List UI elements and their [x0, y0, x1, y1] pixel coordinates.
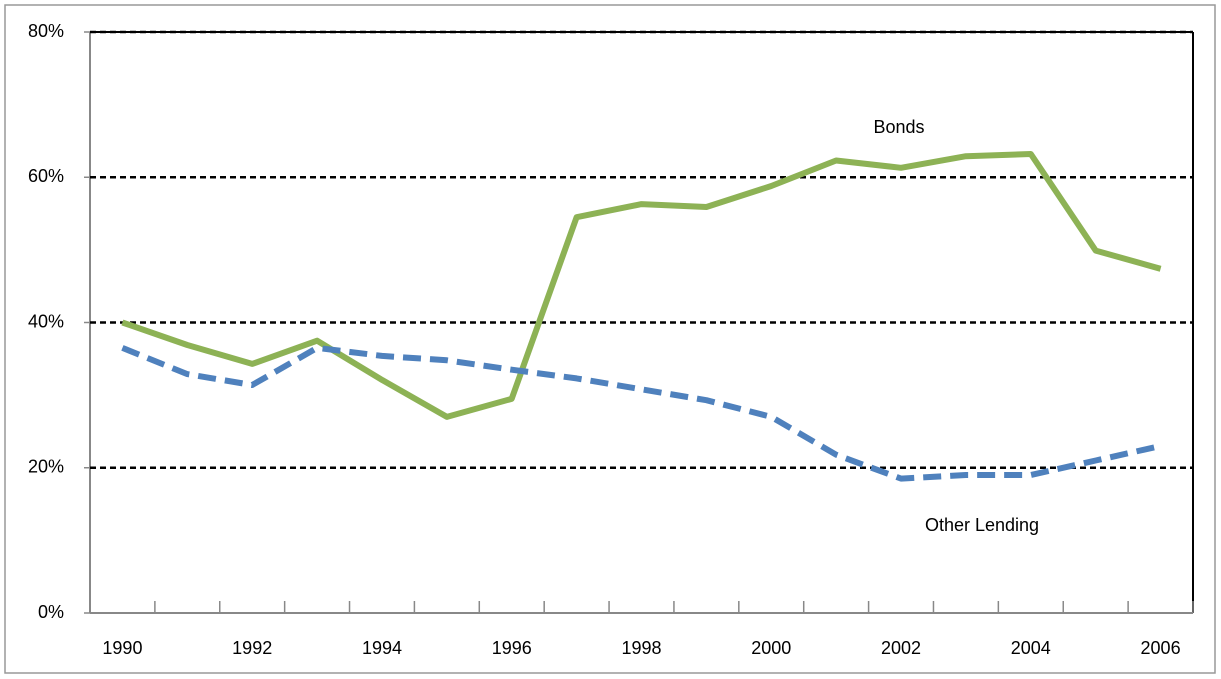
x-tick-label: 2006 [1141, 638, 1181, 658]
x-tick-label: 1994 [362, 638, 402, 658]
x-tick-label: 1998 [621, 638, 661, 658]
series-line [121, 151, 1162, 420]
series-label: Other Lending [925, 515, 1039, 535]
chart-border [4, 4, 1216, 674]
x-tick-label: 2002 [881, 638, 921, 658]
x-tick-label: 2000 [751, 638, 791, 658]
x-tick-label: 2004 [1011, 638, 1051, 658]
y-tick-label: 40% [28, 311, 64, 331]
y-tick-label: 60% [28, 166, 64, 186]
y-tick-label: 0% [38, 602, 64, 622]
y-tick-label: 80% [28, 21, 64, 41]
series-line [121, 344, 1162, 482]
x-tick-label: 1990 [102, 638, 142, 658]
x-tick-label: 1992 [232, 638, 272, 658]
y-tick-label: 20% [28, 457, 64, 477]
series-label: Bonds [873, 117, 924, 137]
x-tick-label: 1996 [492, 638, 532, 658]
